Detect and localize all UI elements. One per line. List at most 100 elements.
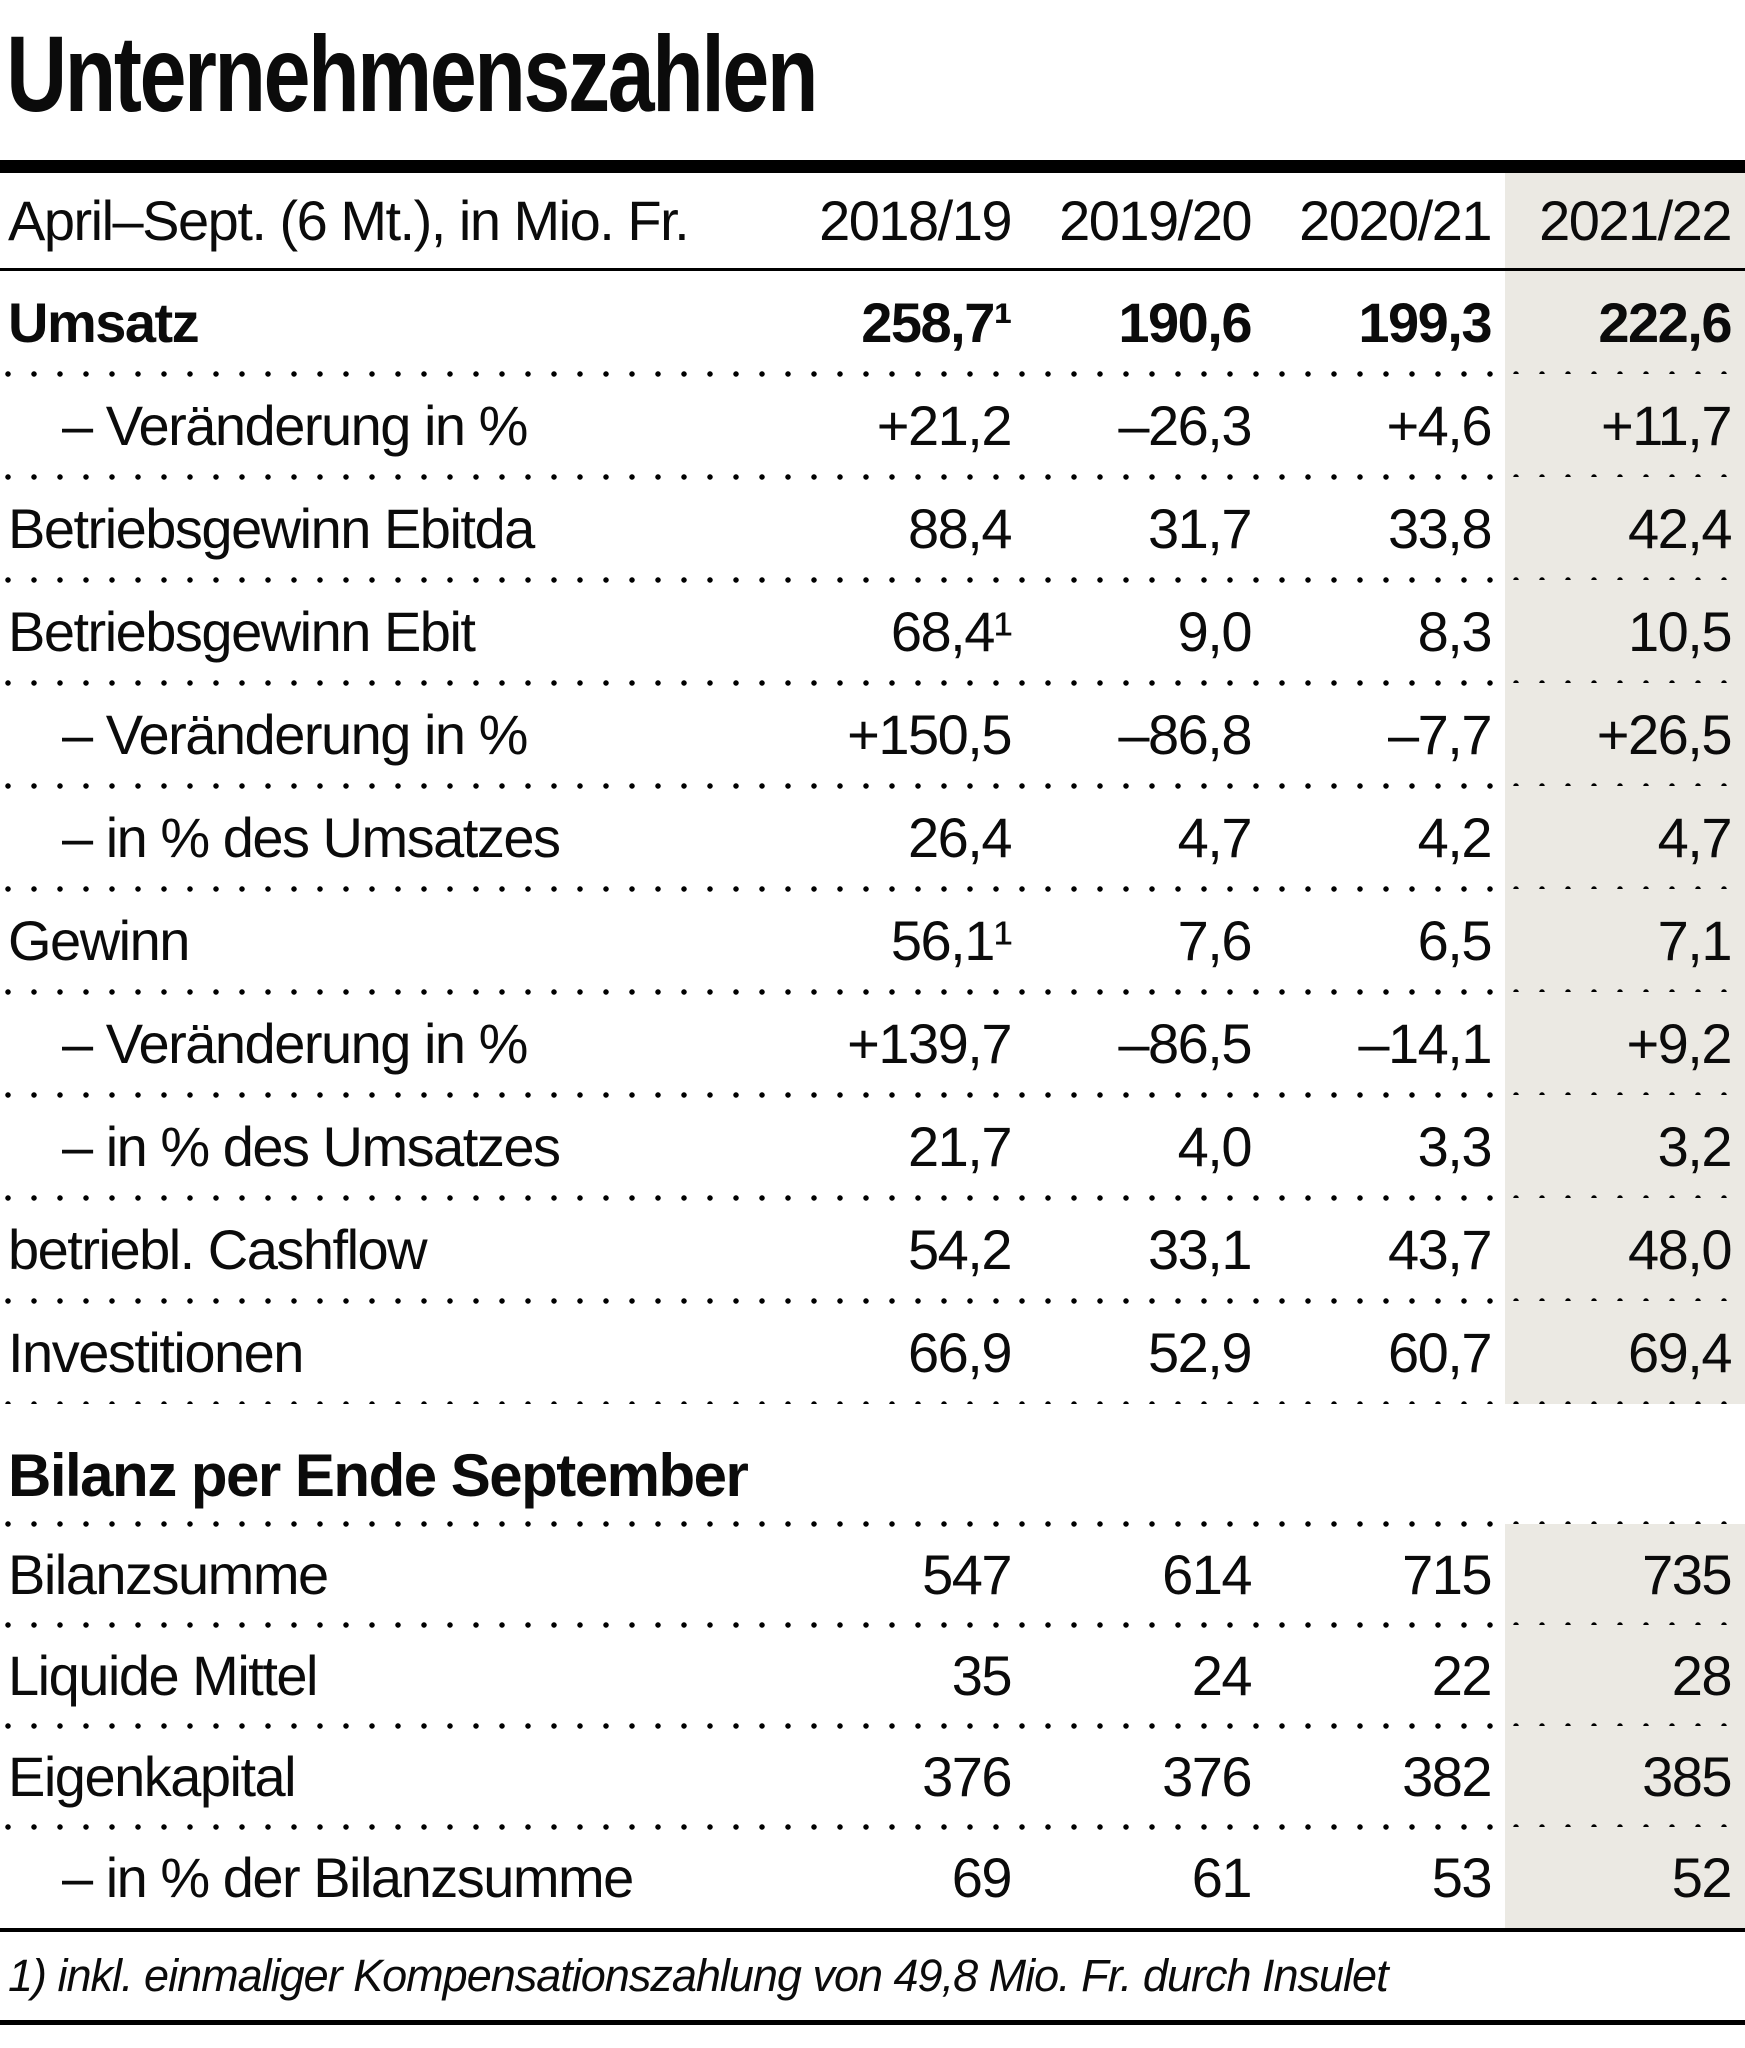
value-cell: 3,3 [1417,1114,1493,1178]
value-cell: 4,7 [1177,805,1253,869]
section-header-row: Bilanz per Ende September [0,1404,1745,1528]
value-cell: –26,3 [1118,393,1252,457]
row-label: Betriebsgewinn Ebit [8,599,476,663]
row-label: Bilanzsumme [8,1542,329,1606]
footnote-row: 1) inkl. einmaliger Kompensationszahlung… [0,1932,1745,2025]
column-header-2021-22: 2021/22 [1505,173,1745,268]
value-cell: 382 [1402,1744,1492,1808]
value-cell: –14,1 [1358,1011,1492,1075]
row-label: – in % des Umsatzes [62,1114,561,1178]
figures-table: April–Sept. (6 Mt.), in Mio. Fr. 2018/19… [0,173,1745,1932]
value-cell: 21,7 [908,1114,1013,1178]
table-row: Betriebsgewinn Ebitda 88,4 31,7 33,8 42,4 [0,477,1745,584]
footnote-text: 1) inkl. einmaliger Kompensationszahlung… [8,1950,1389,2001]
value-cell: 7,6 [1177,908,1253,972]
table-row: Eigenkapital 376 376 382 385 [0,1726,1745,1831]
value-cell: 190,6 [1118,290,1252,354]
value-cell: 4,7 [1505,786,1745,889]
table-row: Umsatz 258,7¹ 190,6 199,3 222,6 [0,271,1745,378]
table-row: betriebl. Cashflow 54,2 33,1 43,7 48,0 [0,1198,1745,1305]
row-label: – in % der Bilanzsumme [62,1845,634,1909]
table-header-label: April–Sept. (6 Mt.), in Mio. Fr. [8,188,690,252]
value-cell: +11,7 [1505,374,1745,477]
row-label: Liquide Mittel [8,1643,318,1707]
value-cell: 24 [1191,1643,1253,1707]
section-title: Bilanz per Ende September [8,1442,749,1509]
value-cell: 33,8 [1388,496,1493,560]
value-cell: 614 [1162,1542,1252,1606]
value-cell: 376 [922,1744,1012,1808]
value-cell: 68,4¹ [890,599,1013,663]
value-cell: +21,2 [876,393,1013,457]
balance-sheet-rows: Bilanzsumme 547 614 715 735 Liquide Mittel 35 2… [0,1524,1745,1928]
table-row: – in % der Bilanzsumme 69 61 53 52 [0,1827,1745,1928]
value-cell: 7,1 [1505,889,1745,992]
value-cell: 22 [1431,1643,1493,1707]
value-cell: 43,7 [1388,1217,1493,1281]
row-label: – Veränderung in % [62,702,528,766]
row-label: Investitionen [8,1320,304,1384]
value-cell: +4,6 [1386,393,1492,457]
value-cell: 66,9 [908,1320,1013,1384]
page-title: Unternehmenszahlen [6,13,818,134]
table-row: Investitionen 66,9 52,9 60,7 69,4 [0,1301,1745,1408]
column-header-2018-19: 2018/19 [819,188,1012,252]
table-row: – Veränderung in % +150,5 –86,8 –7,7 +26,5 [0,683,1745,790]
row-label: Eigenkapital [8,1744,297,1808]
table-row: Liquide Mittel 35 24 22 28 [0,1625,1745,1730]
value-cell: –7,7 [1388,702,1493,766]
value-cell: 56,1¹ [890,908,1013,972]
value-cell: 69 [951,1845,1013,1909]
value-cell: 88,4 [908,496,1013,560]
value-cell: 53 [1431,1845,1493,1909]
value-cell: 26,4 [908,805,1013,869]
row-label: – Veränderung in % [62,1011,528,1075]
value-cell: 376 [1162,1744,1252,1808]
value-cell: 258,7¹ [861,290,1012,354]
value-cell: –86,5 [1118,1011,1252,1075]
row-label: Umsatz [8,290,200,354]
income-statement-rows: Umsatz 258,7¹ 190,6 199,3 222,6– Veränderung… [0,271,1745,1408]
table-row: Betriebsgewinn Ebit 68,4¹ 9,0 8,3 10,5 [0,580,1745,687]
value-cell: 3,2 [1505,1095,1745,1198]
table-header-row: April–Sept. (6 Mt.), in Mio. Fr. 2018/19… [0,173,1745,271]
row-label: Betriebsgewinn Ebitda [8,496,535,560]
value-cell: 385 [1505,1726,1745,1827]
table-row: – in % des Umsatzes 21,7 4,0 3,3 3,2 [0,1095,1745,1202]
value-cell: 9,0 [1177,599,1253,663]
value-cell: 61 [1191,1845,1253,1909]
value-cell: 35 [951,1643,1013,1707]
value-cell: 4,2 [1417,805,1493,869]
row-label: Gewinn [8,908,190,972]
table-row: Bilanzsumme 547 614 715 735 [0,1524,1745,1629]
value-cell: 42,4 [1505,477,1745,580]
value-cell: 28 [1505,1625,1745,1726]
value-cell: +9,2 [1505,992,1745,1095]
table-row: – Veränderung in % +139,7 –86,5 –14,1 +9,2 [0,992,1745,1099]
value-cell: 31,7 [1148,496,1253,560]
value-cell: 52,9 [1148,1320,1253,1384]
table-row: – Veränderung in % +21,2 –26,3 +4,6 +11,7 [0,374,1745,481]
value-cell: 6,5 [1417,908,1493,972]
row-label: – Veränderung in % [62,393,528,457]
value-cell: 4,0 [1177,1114,1253,1178]
row-label: betriebl. Cashflow [8,1217,428,1281]
value-cell: +150,5 [847,702,1012,766]
value-cell: 715 [1402,1542,1492,1606]
value-cell: –86,8 [1118,702,1252,766]
value-cell: 199,3 [1358,290,1492,354]
value-cell: +26,5 [1505,683,1745,786]
value-cell: 735 [1505,1524,1745,1625]
title-rule [0,160,1745,173]
table-row: – in % des Umsatzes 26,4 4,7 4,2 4,7 [0,786,1745,893]
value-cell: 8,3 [1417,599,1493,663]
value-cell: 222,6 [1505,271,1745,374]
row-label: – in % des Umsatzes [62,805,561,869]
table-row: Gewinn 56,1¹ 7,6 6,5 7,1 [0,889,1745,996]
value-cell: 54,2 [908,1217,1013,1281]
value-cell: 48,0 [1505,1198,1745,1301]
value-cell: 10,5 [1505,580,1745,683]
value-cell: 60,7 [1388,1320,1493,1384]
value-cell: 33,1 [1148,1217,1253,1281]
